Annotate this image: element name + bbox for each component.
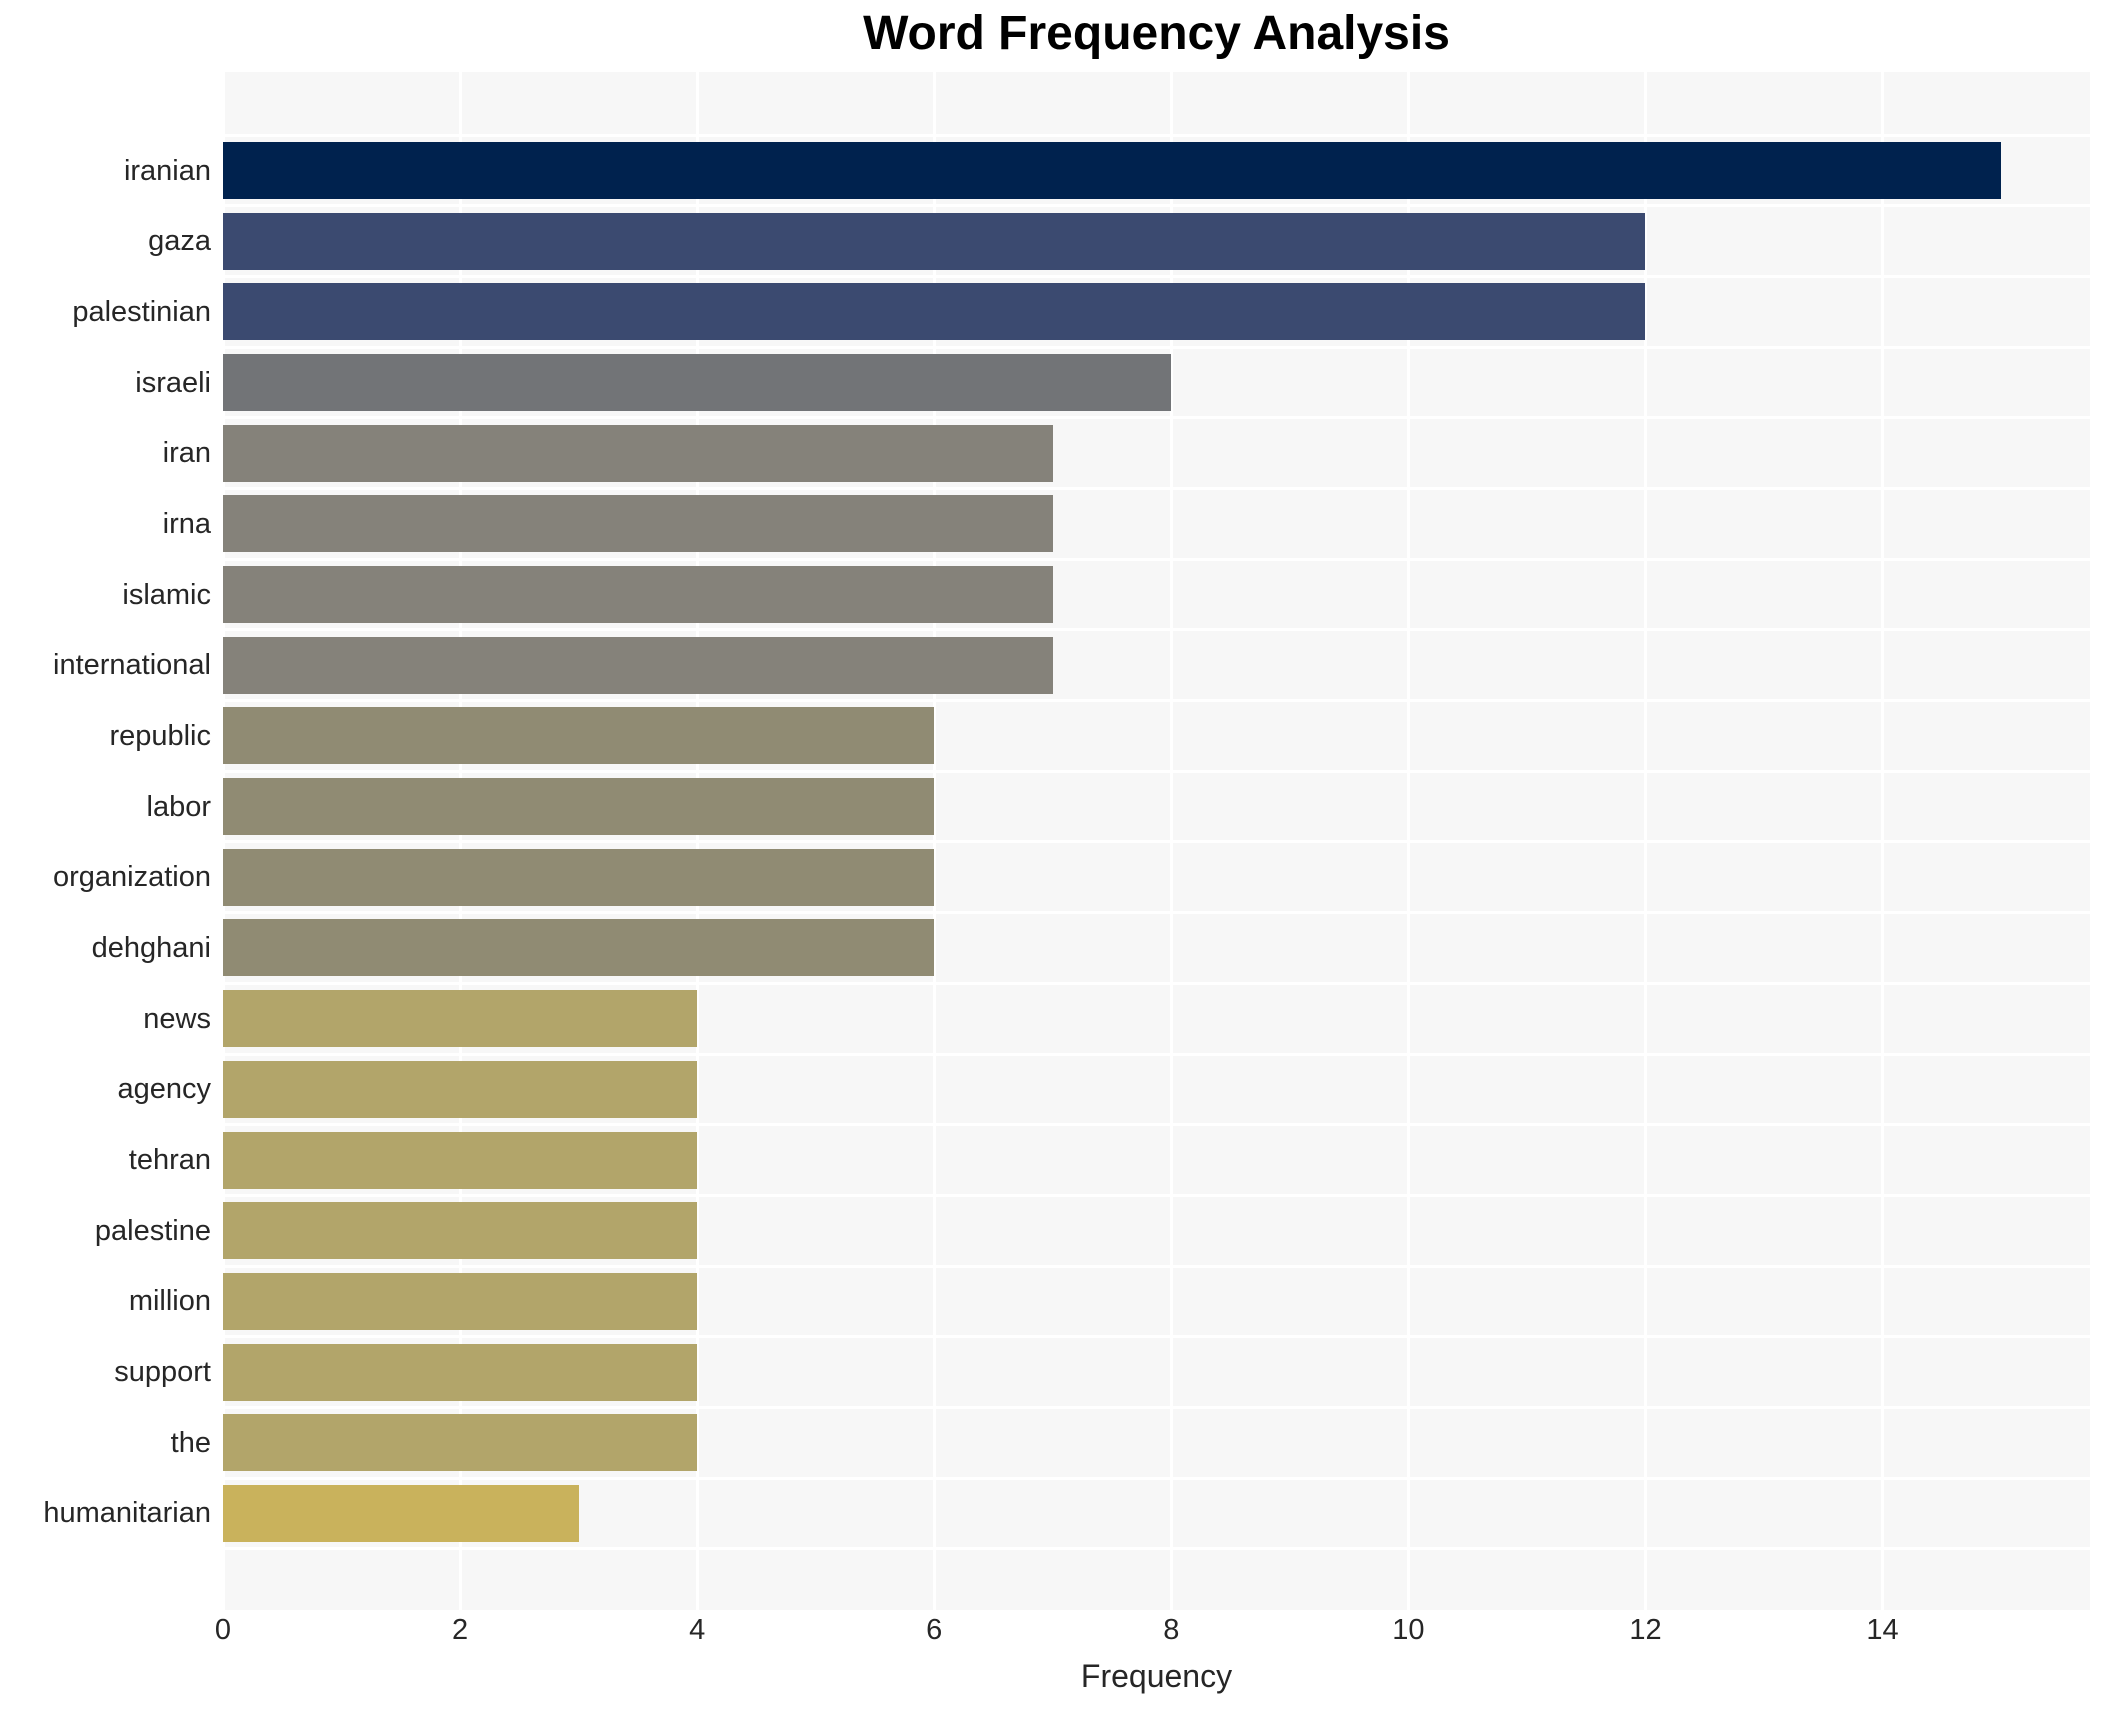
row-separator-line [223, 1405, 2090, 1409]
y-tick-label-israeli: israeli [135, 366, 211, 399]
row-separator-line [223, 1547, 2090, 1551]
bar-international [223, 636, 1053, 694]
bar-agency [223, 1060, 698, 1118]
y-tick-label-iranian: iranian [123, 154, 211, 187]
y-tick-label-palestinian: palestinian [72, 295, 211, 328]
y-tick-label-organization: organization [53, 861, 211, 894]
x-tick-label-6: 6 [926, 1614, 943, 1646]
x-tick-label-12: 12 [1629, 1614, 1662, 1646]
row-separator-line [223, 204, 2090, 208]
y-tick-label-the: the [170, 1426, 211, 1459]
bar-palestine [223, 1202, 698, 1260]
row-separator-line [223, 981, 2090, 985]
y-tick-label-gaza: gaza [148, 225, 211, 258]
row-separator-line [223, 416, 2090, 420]
y-tick-label-republic: republic [109, 719, 211, 752]
x-axis-label: Frequency [1080, 1658, 1233, 1694]
bar-labor [223, 778, 935, 836]
row-separator-line [223, 769, 2090, 773]
row-separator-line [223, 275, 2090, 279]
y-tick-label-iran: iran [162, 437, 211, 470]
row-separator-line [223, 1052, 2090, 1056]
bar-dehghani [223, 919, 935, 977]
y-tick-label-irna: irna [162, 507, 211, 540]
y-tick-label-news: news [143, 1002, 211, 1035]
bar-million [223, 1272, 698, 1330]
y-tick-label-dehghani: dehghani [91, 931, 211, 964]
bar-support [223, 1343, 698, 1401]
row-separator-line [223, 133, 2090, 137]
x-tick-label-0: 0 [214, 1614, 232, 1646]
y-tick-label-humanitarian: humanitarian [43, 1497, 211, 1530]
x-tick-label-10: 10 [1392, 1614, 1425, 1646]
bar-tehran [223, 1131, 698, 1189]
y-tick-label-agency: agency [117, 1073, 211, 1106]
row-separator-line [223, 628, 2090, 632]
x-tick-label-4: 4 [689, 1614, 706, 1646]
row-separator-line [223, 557, 2090, 561]
bar-organization [223, 848, 935, 906]
chart-title: Word Frequency Analysis [863, 7, 1450, 60]
x-tick-label-8: 8 [1163, 1614, 1180, 1646]
bar-islamic [223, 566, 1053, 624]
bar-israeli [223, 354, 1172, 412]
row-separator-line [223, 840, 2090, 844]
y-tick-label-international: international [53, 649, 211, 682]
row-separator-line [223, 1476, 2090, 1480]
y-tick-label-tehran: tehran [128, 1144, 211, 1177]
bar-news [223, 990, 698, 1048]
y-tick-label-palestine: palestine [94, 1214, 211, 1247]
bar-iranian [223, 142, 2002, 199]
row-separator-line [223, 1335, 2090, 1339]
row-separator-line [223, 911, 2090, 915]
bar-palestinian [223, 283, 1646, 341]
y-tick-label-labor: labor [146, 790, 212, 823]
bar-republic [223, 707, 935, 765]
row-separator-line [223, 1123, 2090, 1127]
y-tick-label-islamic: islamic [122, 578, 211, 611]
y-tick-label-million: million [128, 1285, 211, 1318]
bar-iran [223, 424, 1053, 482]
plot-area [223, 72, 2090, 1610]
row-separator-line [223, 487, 2090, 491]
bar-humanitarian [223, 1484, 579, 1542]
bar-gaza [223, 212, 1646, 270]
x-tick-label-14: 14 [1866, 1614, 1899, 1646]
row-separator-line [223, 699, 2090, 703]
bar-irna [223, 495, 1053, 553]
y-tick-label-support: support [114, 1356, 211, 1389]
row-separator-line [223, 1264, 2090, 1268]
row-separator-line [223, 1193, 2090, 1197]
row-separator-line [223, 345, 2090, 349]
bar-the [223, 1414, 698, 1472]
x-tick-label-2: 2 [452, 1614, 469, 1646]
